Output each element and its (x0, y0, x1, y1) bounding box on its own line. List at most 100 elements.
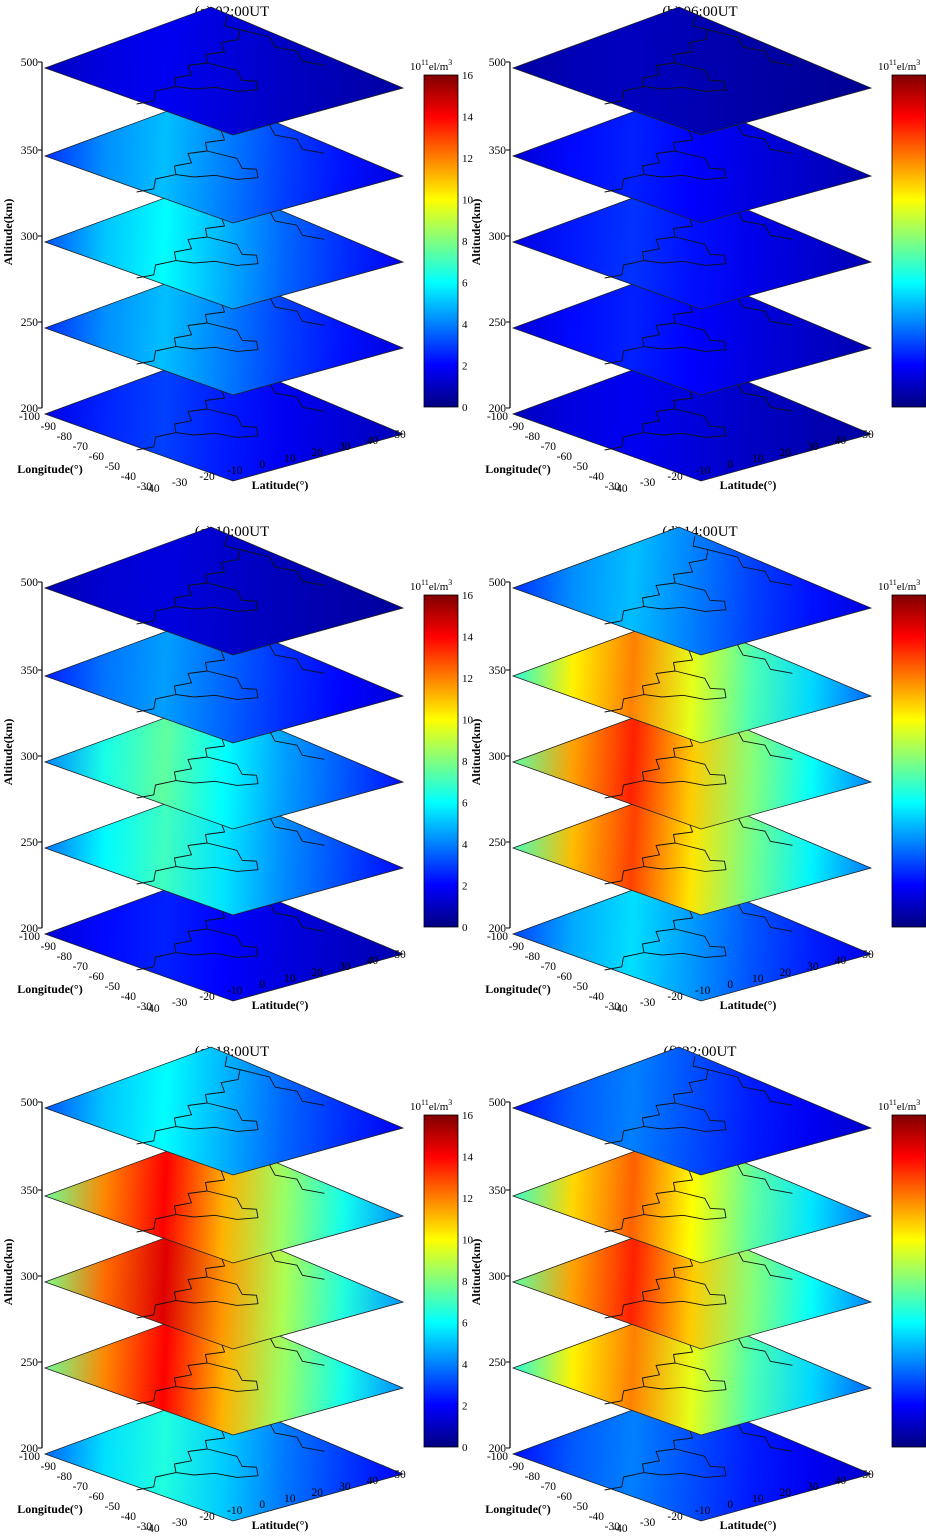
chart-panel: (c) 10:00UT500350300250200Altitude(km)-1… (1, 524, 474, 1015)
latitude-tick-label: -20 (199, 471, 215, 483)
latitude-tick-label: 50 (862, 1469, 874, 1481)
colorbar-unit-exponent: 11 (421, 578, 429, 587)
longitude-axis-label: Longitude(°) (485, 1502, 550, 1516)
colorbar-unit-power: 3 (448, 578, 452, 587)
altitude-slice (511, 786, 873, 916)
latitude-tick-label: -40 (612, 1003, 628, 1015)
colorbar-unit-exponent: 11 (889, 58, 897, 67)
colorbar-tick-label: 8 (462, 1276, 468, 1288)
longitude-tick-label: -80 (57, 1471, 73, 1483)
coastline (707, 29, 793, 66)
altitude-tick-label: 350 (21, 145, 39, 157)
longitude-tick-label: -80 (525, 951, 541, 963)
colorbar-tick-label: 6 (462, 798, 468, 810)
colorbar-tick-label: 6 (462, 1318, 468, 1330)
coastline (643, 1276, 727, 1306)
altitude-tick-label: 250 (21, 317, 39, 329)
longitude-axis-label: Longitude(°) (485, 982, 550, 996)
altitude-slice (43, 180, 405, 310)
latitude-tick-label: -40 (612, 483, 628, 495)
altitude-slice (511, 266, 873, 396)
altitude-tick-label: 350 (489, 1185, 507, 1197)
altitude-slice (43, 1046, 405, 1176)
altitude-slice (511, 1046, 873, 1176)
colorbar (891, 74, 926, 408)
altitude-tick-label: 500 (489, 1097, 507, 1109)
latitude-tick-label: 50 (862, 429, 874, 441)
colorbar-unit: 1011el/m3 (878, 1098, 920, 1113)
longitude-axis-label: Longitude(°) (17, 462, 82, 476)
altitude-tick-label: 200 (21, 1443, 39, 1455)
altitude-axis-label: Altitude(km) (1, 719, 15, 786)
colorbar-unit-label: el/m (897, 581, 917, 593)
altitude-slice (511, 1392, 873, 1522)
longitude-tick-label: -90 (41, 1461, 57, 1473)
latitude-tick-label: -30 (172, 997, 188, 1009)
altitude-axis-label: Altitude(km) (1, 1239, 15, 1306)
latitude-tick-label: 50 (394, 1469, 406, 1481)
latitude-tick-label: -20 (199, 991, 215, 1003)
altitude-tick-label: 300 (21, 1271, 39, 1283)
colorbar-unit-power: 3 (916, 578, 920, 587)
latitude-tick-label: 50 (394, 429, 406, 441)
colorbar-tick-label: 14 (462, 1152, 474, 1164)
latitude-tick-label: 30 (339, 441, 351, 453)
latitude-tick-label: 10 (752, 453, 764, 465)
coastline (643, 670, 727, 700)
altitude-slice (511, 1306, 873, 1436)
colorbar-unit-label: el/m (429, 1101, 449, 1113)
longitude-tick-label: -30 (605, 1521, 621, 1533)
coastline (643, 150, 727, 180)
altitude-slice (43, 352, 405, 482)
longitude-tick-label: -60 (89, 451, 105, 463)
longitude-tick-label: -100 (487, 931, 508, 943)
altitude-axis-label: Altitude(km) (469, 199, 483, 266)
coastline (175, 408, 259, 438)
colorbar-tick-label: 12 (462, 153, 473, 165)
coastline (643, 928, 727, 958)
longitude-tick-label: -50 (573, 981, 589, 993)
altitude-slice (511, 872, 873, 1002)
coastline (175, 1102, 259, 1132)
colorbar-unit: 1011el/m3 (410, 578, 452, 593)
altitude-slice (43, 614, 405, 744)
altitude-slice (511, 1220, 873, 1350)
colorbar (423, 74, 459, 408)
colorbar-unit-label: el/m (429, 581, 449, 593)
longitude-axis-label: Longitude(°) (17, 1502, 82, 1516)
colorbar-unit: 1011el/m3 (878, 578, 920, 593)
chart-panel: (e) 18:00UT500350300250200Altitude(km)-1… (1, 1044, 474, 1535)
latitude-tick-label: 0 (727, 979, 733, 991)
coastline (175, 322, 259, 352)
longitude-tick-label: -80 (57, 431, 73, 443)
colorbar-tick-label: 16 (462, 590, 474, 602)
latitude-tick-label: 20 (780, 1487, 792, 1499)
colorbar-tick-label: 14 (462, 112, 474, 124)
altitude-slice (43, 1134, 405, 1264)
colorbar-tick-label: 4 (462, 319, 468, 331)
longitude-tick-label: -40 (121, 1511, 137, 1523)
latitude-tick-label: -20 (199, 1511, 215, 1523)
longitude-tick-label: -60 (89, 971, 105, 983)
longitude-tick-label: -50 (105, 981, 121, 993)
colorbar-tick-label: 0 (462, 922, 468, 934)
coastline (175, 756, 259, 786)
altitude-tick-label: 500 (21, 577, 39, 589)
altitude-slice (511, 700, 873, 830)
longitude-tick-label: -40 (121, 471, 137, 483)
longitude-tick-label: -80 (525, 431, 541, 443)
colorbar-unit-exponent: 11 (421, 58, 429, 67)
latitude-tick-label: 50 (394, 949, 406, 961)
colorbar-unit-base: 10 (410, 1101, 422, 1113)
latitude-tick-label: 40 (367, 955, 379, 967)
colorbar-unit-base: 10 (878, 1101, 890, 1113)
latitude-tick-label: -30 (640, 1517, 656, 1529)
colorbar-unit-base: 10 (878, 61, 890, 73)
altitude-tick-label: 350 (489, 145, 507, 157)
latitude-tick-label: 50 (862, 949, 874, 961)
chart-panel: (a) 02:00UT500350300250200Altitude(km)-1… (1, 4, 474, 495)
longitude-tick-label: -100 (487, 411, 508, 423)
altitude-tick-label: 250 (489, 1357, 507, 1369)
altitude-tick-label: 250 (21, 1357, 39, 1369)
